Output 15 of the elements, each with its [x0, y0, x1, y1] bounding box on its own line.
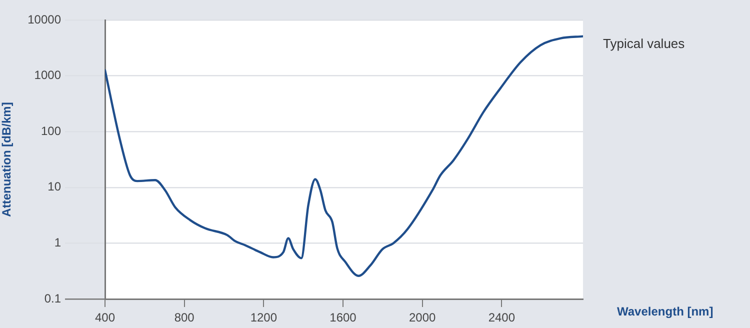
x-tick-label: 400 [94, 310, 116, 325]
series-label: Typical values [603, 36, 686, 51]
x-tick-label: 2000 [408, 310, 436, 325]
x-tick-label: 1200 [250, 310, 278, 325]
x-axis-title: Wavelength [nm] [617, 304, 714, 318]
y-tick-label: 10 [48, 180, 62, 194]
y-tick-label: 100 [40, 124, 62, 138]
y-tick-label: 0.1 [44, 291, 62, 306]
y-tick-label: 1 [54, 236, 62, 250]
x-tick-label: 2400 [488, 310, 516, 325]
y-tick-label: 1000 [34, 68, 62, 82]
x-tick-label: 800 [174, 310, 195, 325]
x-tick-label: 1600 [330, 310, 357, 325]
y-tick-label: 10000 [28, 12, 62, 26]
y-axis-title: Attenuation [dB/km] [0, 102, 14, 217]
